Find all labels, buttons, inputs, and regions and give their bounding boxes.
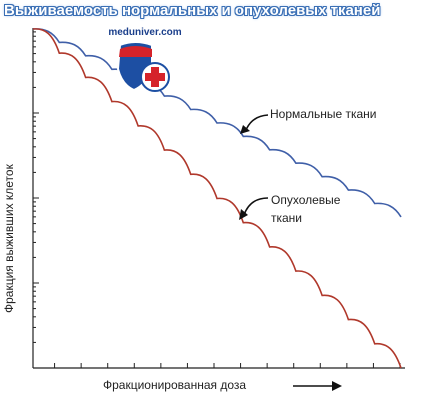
series-label-tumor-line-2: ткани	[271, 211, 302, 225]
series-label-tumor-line-1: Опухолевые	[271, 193, 341, 207]
medical-cross-shield-icon	[116, 41, 170, 92]
series-line-normal	[32, 28, 402, 218]
series-line-tumor	[32, 28, 402, 369]
arrow-tumor	[243, 197, 269, 216]
chart-series	[32, 28, 402, 369]
watermark-logo: meduniver.com	[100, 27, 190, 99]
watermark-text: meduniver.com	[108, 27, 182, 38]
title-bar: Выживаемость нормальных и опухолевых тка…	[0, 0, 441, 26]
chart-annotations: Нормальные ткани Опухолевые ткани	[239, 107, 376, 391]
series-label-normal: Нормальные ткани	[270, 107, 376, 121]
arrow-normal	[245, 114, 269, 131]
page-title: Выживаемость нормальных и опухолевых тка…	[4, 2, 381, 19]
chart-ticks	[33, 31, 401, 369]
arrowhead-tumor	[239, 209, 248, 220]
arrowhead-normal	[240, 125, 250, 134]
x-axis-label: Фракционированная доза	[103, 378, 246, 392]
y-axis-label: Фракция выживших клеток	[2, 163, 16, 313]
x-direction-arrowhead	[332, 381, 342, 391]
